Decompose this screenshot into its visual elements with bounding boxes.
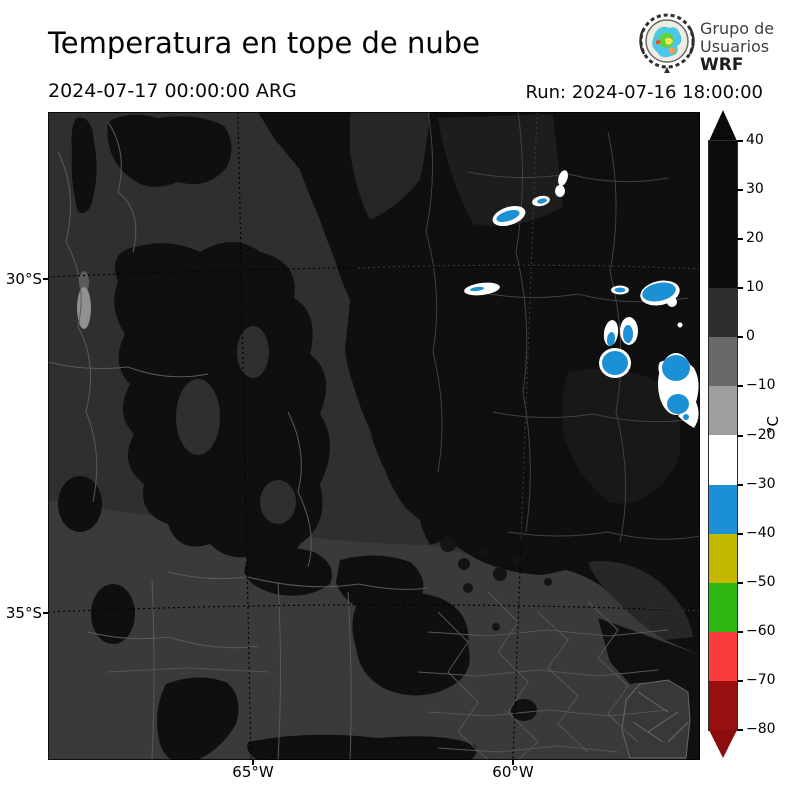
colorbar-tick-label: 40: [746, 132, 764, 148]
lon-label-65W: 65°W: [232, 763, 274, 781]
colorbar-segment: [709, 141, 737, 289]
storm-cell: [611, 285, 629, 295]
meridian-60W: [512, 112, 538, 760]
storm-cell: [532, 195, 550, 207]
lat-label-35S: 35°S: [5, 604, 42, 622]
colorbar-tick: [737, 336, 743, 339]
logo-text: Grupo de Usuarios WRF: [700, 19, 775, 75]
page-title: Temperatura en tope de nube: [48, 26, 480, 60]
meridian-65W: [237, 112, 252, 760]
terrain-shapes: [48, 112, 700, 760]
storm-cell: [683, 414, 689, 420]
valid-time-label: 2024-07-17 00:00:00 ARG: [48, 80, 297, 102]
cold-spot-lightgray: [77, 287, 91, 329]
storm-cell: [464, 282, 500, 296]
storm-cell: [555, 170, 568, 197]
graticule-lines: [48, 112, 700, 760]
colorbar-tick: [737, 287, 743, 290]
colorbar-tick-label: −20: [746, 426, 776, 443]
lon-label-60W: 60°W: [492, 763, 534, 781]
colorbar-tick-label: 0: [746, 328, 755, 345]
storm-cell: [603, 320, 619, 346]
lat-tick-35S: [43, 612, 48, 614]
colorbar-over-arrow: [709, 110, 737, 141]
storm-cell: [658, 353, 699, 428]
colorbar-unit-label: °C: [763, 416, 782, 434]
colorbar-tick-label: −40: [746, 524, 776, 541]
province-borders: [48, 112, 700, 760]
colorbar-tick: [737, 189, 743, 192]
colorbar-tick-label: −60: [746, 622, 776, 639]
colorbar-segment: [709, 582, 737, 632]
lon-tick-65W: [252, 760, 254, 765]
colorbar-tick: [737, 434, 743, 437]
storm-cell: [599, 348, 631, 378]
colorbar-tick: [737, 238, 743, 241]
colorbar-tick: [737, 140, 743, 142]
wrf-users-group-logo: [639, 13, 695, 73]
lat-tick-30S: [43, 278, 48, 280]
globe-seal-icon: [639, 13, 695, 73]
colorbar-tick-label: −50: [746, 573, 776, 590]
cloud-top-temperature-map: [48, 112, 700, 760]
colorbar-segment: [709, 484, 737, 534]
colorbar-segment: [709, 337, 737, 387]
colorbar-segment: [709, 435, 737, 485]
colorbar-tick: [737, 630, 743, 633]
colorbar-tick-label: −80: [746, 721, 776, 737]
colorbar-under-arrow: [709, 730, 737, 758]
logo-accent-arcs: [639, 27, 695, 55]
temperature-colorbar: 40 30 20 10 0 −10 −20 −30 −40 −50 −60 −70 −80: [708, 110, 776, 760]
parallel-30S: [48, 266, 700, 278]
logo-line-3: WRF: [700, 55, 744, 75]
lon-tick-60W: [512, 760, 514, 765]
colorbar-tick-label: 30: [746, 181, 764, 198]
storm-cell: [640, 280, 680, 307]
colorbar-tick: [737, 679, 743, 682]
colorbar-tick: [737, 385, 743, 388]
colorbar-tick: [737, 581, 743, 584]
logo-line-2: Usuarios: [700, 37, 770, 56]
lat-label-30S: 30°S: [5, 270, 42, 288]
storm-cell: [492, 205, 526, 227]
department-mesh: [107, 591, 669, 760]
colorbar-segment: [709, 288, 737, 338]
colorbar-segment: [709, 680, 737, 730]
colorbar-tick-label: −70: [746, 671, 776, 688]
colorbar-tick-label: 10: [746, 279, 764, 296]
run-time-label: Run: 2024-07-16 18:00:00: [525, 82, 763, 103]
colorbar-tick: [737, 483, 743, 486]
colorbar-tick-label: −30: [746, 475, 776, 492]
cold-spot-midgray: [79, 271, 89, 293]
storm-cells: [464, 170, 699, 428]
colorbar-tick-label: −10: [746, 377, 776, 394]
logo-line-1: Grupo de: [700, 19, 775, 38]
colorbar-tick: [737, 532, 743, 535]
colorbar-segment: [709, 386, 737, 436]
storm-cell: [677, 322, 683, 328]
colorbar-tick-label: 20: [746, 230, 764, 247]
colorbar-segments: [708, 140, 738, 731]
colorbar-segment: [709, 631, 737, 681]
storm-cell: [620, 317, 638, 345]
colorbar-segment: [709, 533, 737, 583]
colorbar-tick: [737, 729, 743, 731]
